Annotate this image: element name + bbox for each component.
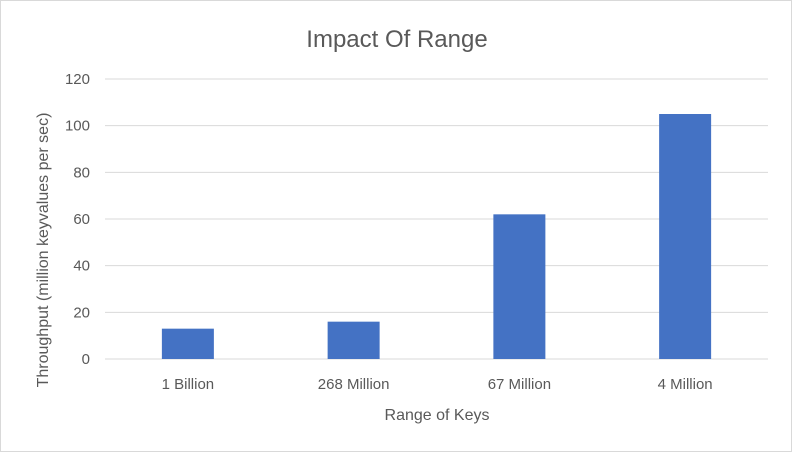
x-axis-title: Range of Keys bbox=[385, 407, 490, 424]
y-tick-label: 100 bbox=[65, 118, 90, 135]
bar bbox=[327, 321, 380, 359]
y-tick-label: 20 bbox=[73, 304, 90, 321]
y-tick-label: 80 bbox=[73, 164, 90, 181]
bar bbox=[659, 114, 712, 359]
y-tick-label: 40 bbox=[73, 258, 90, 275]
y-axis-title: Throughput (million keyvalues per sec) bbox=[35, 113, 52, 388]
gridlines bbox=[105, 78, 768, 360]
x-tick-label: 268 Million bbox=[318, 376, 390, 393]
bar bbox=[493, 214, 546, 359]
y-axis-ticks: 0 20 40 60 80 100 120 bbox=[65, 71, 90, 368]
y-tick-label: 120 bbox=[65, 71, 90, 88]
x-tick-label: 1 Billion bbox=[162, 376, 215, 393]
bar bbox=[161, 328, 214, 359]
x-tick-label: 67 Million bbox=[488, 376, 551, 393]
x-tick-label: 4 Million bbox=[658, 376, 713, 393]
y-tick-label: 0 bbox=[82, 351, 90, 368]
bars bbox=[161, 114, 712, 359]
y-tick-label: 60 bbox=[73, 211, 90, 228]
chart-title: Impact Of Range bbox=[306, 26, 487, 53]
x-axis-ticks: 1 Billion 268 Million 67 Million 4 Million bbox=[162, 376, 713, 393]
